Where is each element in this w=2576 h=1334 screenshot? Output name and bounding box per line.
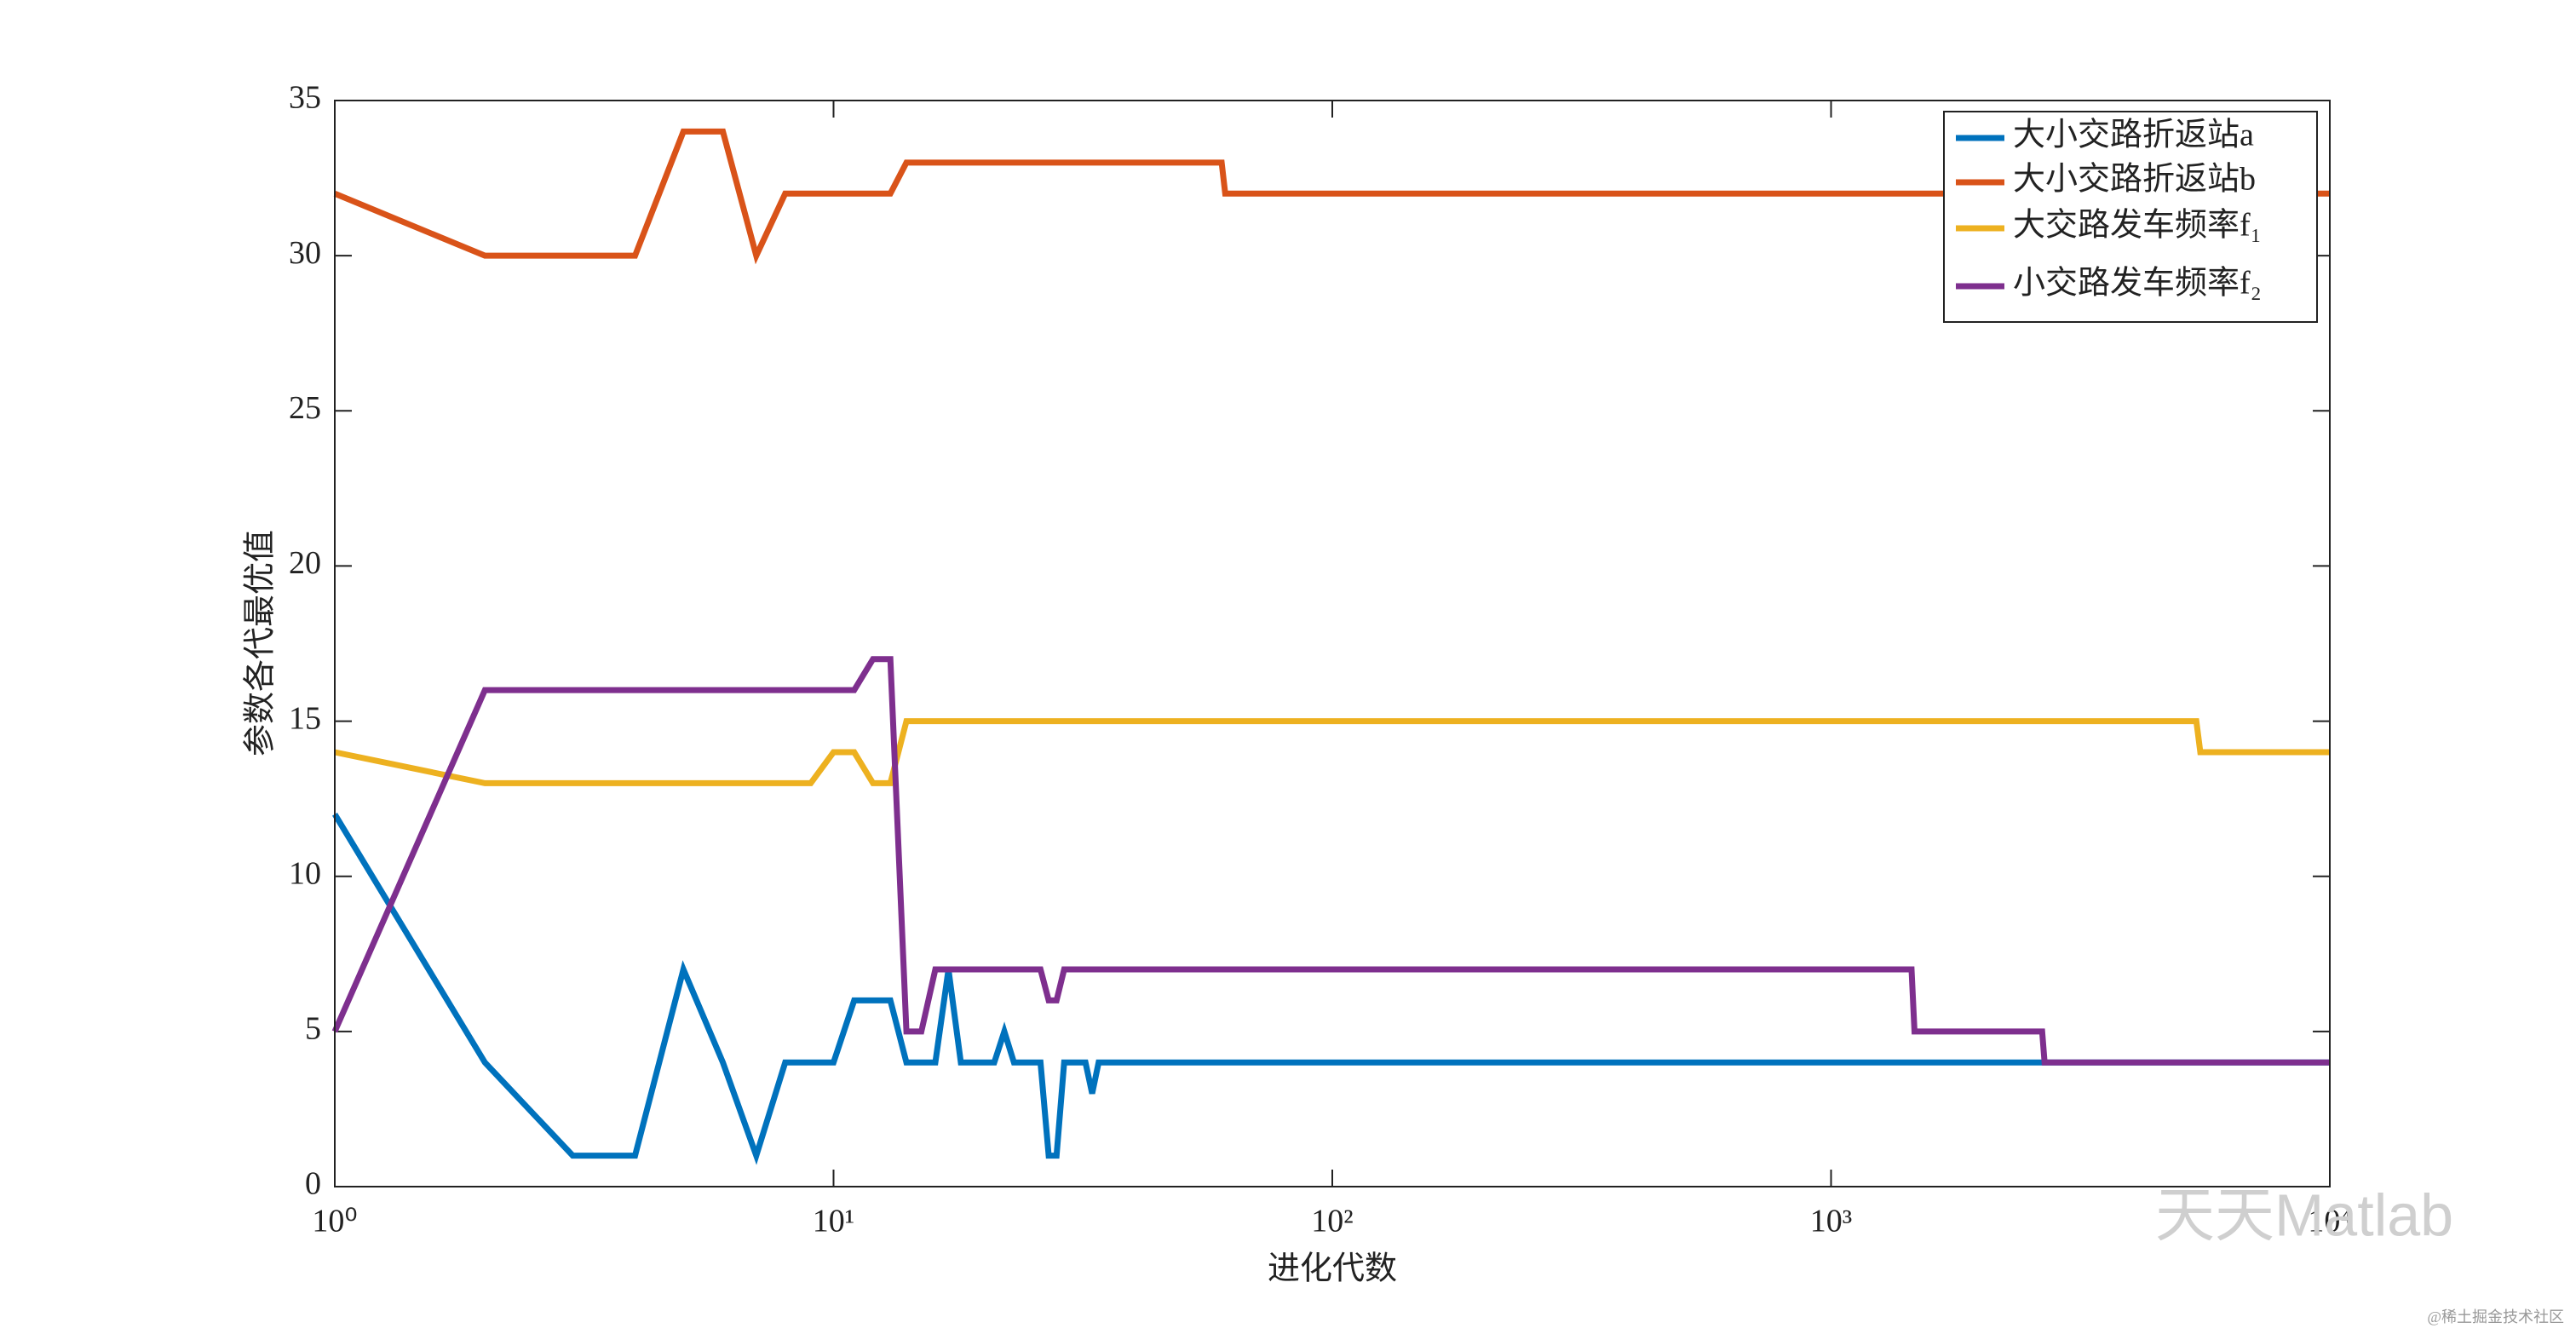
x-tick-label: 10³ [1810,1204,1852,1239]
x-tick-label: 10¹ [813,1204,854,1239]
y-axis-label: 参数各代最优值 [243,530,279,756]
watermark-small: @稀土掘金技术社区 [2427,1308,2564,1325]
legend-label: 大交路发车频率f₁ [2013,208,2262,244]
legend-label: 大小交路折返站b [2013,162,2256,198]
y-tick-label: 25 [289,390,321,426]
y-tick-label: 10 [289,855,321,891]
y-tick-label: 35 [289,80,321,116]
data-line [331,656,2330,1066]
x-tick-label: 10⁰ [312,1204,357,1239]
data-line [333,128,2330,265]
legend-label: 大小交路折返站a [2013,118,2254,153]
y-tick-label: 20 [289,545,321,581]
y-tick-label: 15 [289,700,321,736]
y-tick-label: 5 [305,1011,321,1047]
legend-box [1943,111,2318,323]
y-tick-label: 30 [289,235,321,271]
x-axis-label: 进化代数 [1268,1251,1397,1287]
y-tick-label: 0 [305,1166,321,1202]
x-tick-label: 10⁴ [2308,1204,2351,1239]
x-tick-label: 10² [1311,1204,1353,1239]
data-line [334,718,2330,786]
legend-label: 小交路发车频率f₂ [2013,266,2262,302]
watermark: 天天Matlab [2155,1182,2453,1248]
axes-box [334,100,2331,1187]
data-line [332,813,2330,1165]
